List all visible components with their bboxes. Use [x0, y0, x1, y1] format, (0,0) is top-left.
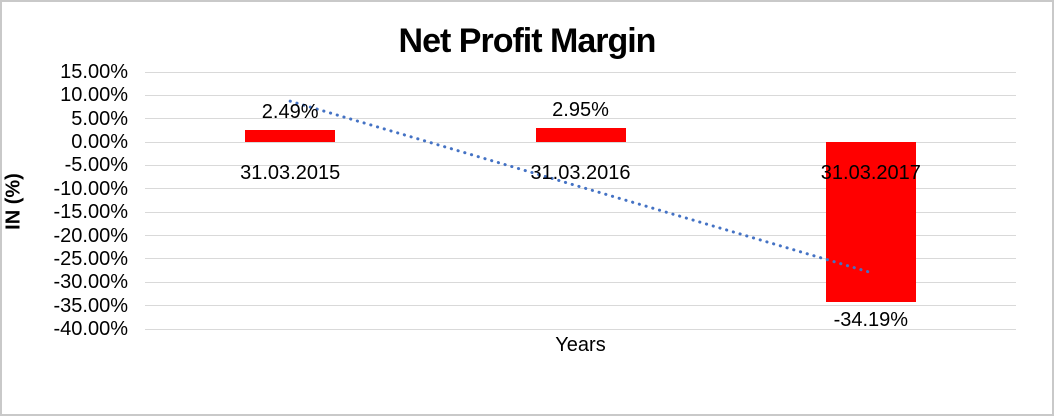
gridline [145, 281, 1016, 283]
data-label-31.03.2015: 2.49% [261, 101, 319, 124]
x-axis-category-label: 31.03.2015 [240, 162, 341, 185]
y-axis-tick-label: -25.00% [53, 247, 129, 270]
y-axis-tick-label: 5.00% [71, 107, 128, 130]
y-axis-tick-label: -20.00% [53, 224, 129, 247]
gridline [145, 164, 1016, 166]
x-axis-title: Years [555, 334, 606, 356]
y-axis-tick-label: -10.00% [53, 177, 129, 200]
plot-area: 2.49% 2.95% -34.19% 31.03.2015 31.03.2016 31.… [145, 71, 1016, 331]
data-label-31.03.2016: 2.95% [552, 99, 609, 122]
y-axis-tick-label: -5.00% [64, 154, 128, 177]
gridline [145, 211, 1016, 213]
x-axis-category-label: 31.03.2017 [820, 162, 921, 185]
y-axis-tick-label: -30.00% [53, 271, 129, 294]
y-axis-tick-label: 15.00% [60, 61, 128, 83]
trendline-layer [288, 99, 873, 275]
y-axis-tick-label: -15.00% [53, 201, 129, 224]
gridline [145, 258, 1016, 260]
bar-31.03.2017[interactable] [825, 142, 916, 302]
y-axis-tick-labels: 15.00% 10.00% 5.00% 0.00% -5.00% -10.00% -15.0… [2, 62, 129, 339]
chart-title: Net Profit Margin [398, 22, 657, 60]
gridline [145, 141, 1016, 143]
y-axis-tick-label: 10.00% [60, 84, 128, 107]
gridline [145, 71, 1016, 73]
gridline [145, 305, 1016, 307]
bar-31.03.2015[interactable] [245, 130, 336, 143]
gridline [145, 188, 1016, 190]
gridline [145, 235, 1016, 237]
x-axis-category-label: 31.03.2016 [530, 162, 631, 185]
bar-31.03.2016[interactable] [535, 128, 626, 143]
y-axis-tick-label: -40.00% [53, 318, 129, 340]
y-axis-tick-label: 0.00% [71, 131, 128, 154]
y-axis-tick-label: -35.00% [53, 294, 129, 317]
gridline [145, 328, 1016, 330]
data-label-31.03.2017: -34.19% [833, 308, 909, 331]
trendline[interactable] [288, 99, 873, 275]
gridline [145, 118, 1016, 120]
gridline [145, 94, 1016, 96]
